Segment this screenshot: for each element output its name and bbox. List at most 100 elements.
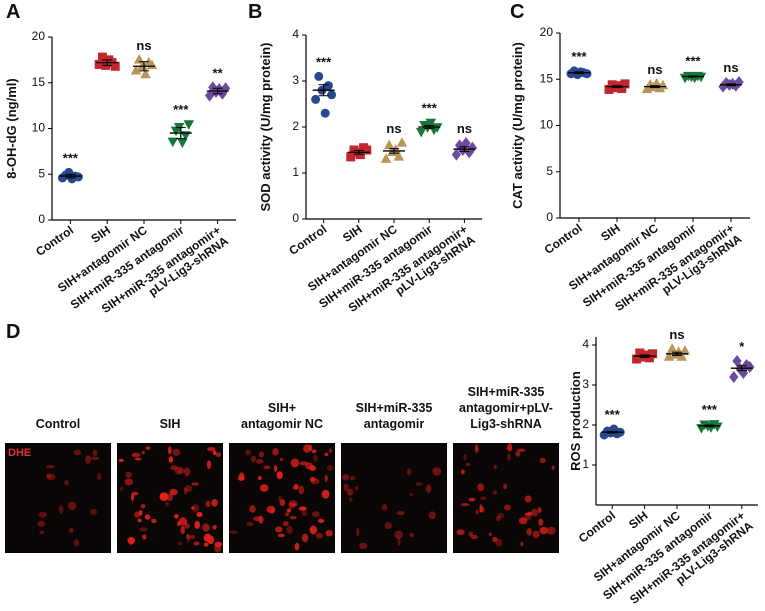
cell (46, 473, 56, 481)
data-point (140, 68, 151, 79)
data-point (425, 118, 437, 129)
cell (495, 538, 503, 547)
x-tick-label: SIH (598, 221, 622, 244)
cell (311, 511, 320, 518)
cell (215, 452, 222, 458)
cell (39, 530, 45, 535)
significance: ns (457, 121, 472, 136)
cell (205, 500, 211, 508)
x-tick-label: Control (576, 508, 618, 545)
data-point (620, 79, 630, 89)
y-tick-label: 3 (292, 73, 299, 87)
cell (312, 449, 317, 454)
y-tick-label: 3 (582, 377, 589, 391)
cell (169, 488, 178, 496)
cell (313, 454, 318, 462)
y-tick-label: 20 (32, 29, 46, 43)
cell (292, 486, 299, 490)
cell (144, 514, 151, 520)
y-axis-label: ROS production (568, 371, 583, 471)
cell (259, 484, 269, 492)
cell (356, 527, 360, 537)
cell (151, 518, 157, 524)
cell (191, 482, 199, 486)
significance: *** (605, 407, 621, 422)
cell (186, 534, 190, 539)
cell (134, 511, 141, 518)
significance: *** (685, 54, 701, 69)
cell (250, 455, 256, 463)
panel-label: A (6, 1, 20, 23)
cell (503, 504, 511, 511)
cell (184, 485, 193, 492)
cell (394, 530, 403, 540)
cell (493, 464, 497, 470)
cell (183, 486, 188, 495)
cell (290, 458, 300, 468)
cell (350, 475, 356, 481)
cell (328, 448, 333, 454)
image-label: antagomir+pLV- (459, 401, 553, 415)
cell (460, 469, 465, 475)
cell (272, 447, 279, 456)
cell (38, 511, 47, 518)
cell (90, 508, 97, 515)
data-point (380, 153, 392, 163)
data-point (676, 351, 688, 361)
y-tick-label: 1 (292, 165, 299, 179)
cell (64, 480, 70, 486)
cell (291, 503, 298, 507)
cell (477, 483, 484, 492)
image-label: SIH+miR-335 (468, 385, 545, 399)
cell (196, 511, 203, 518)
panel-label: D (6, 321, 20, 343)
significance: ns (647, 62, 662, 77)
image-label: antagomir (364, 417, 425, 431)
cell (91, 456, 99, 461)
cell (384, 522, 393, 530)
data-point (712, 422, 723, 433)
cell (532, 530, 540, 539)
y-axis-label: SOD activity (U/mg protein) (258, 42, 273, 211)
cell (301, 509, 307, 517)
data-point (393, 151, 405, 161)
cell (132, 453, 137, 457)
y-tick-label: 5 (38, 166, 45, 180)
significance: *** (316, 54, 332, 69)
cell (212, 450, 217, 456)
cell (288, 502, 296, 509)
cell (172, 448, 181, 456)
data-point (451, 148, 462, 161)
y-tick-label: 4 (292, 27, 299, 41)
micrograph (453, 442, 559, 553)
image-label: SIH+miR-335 (356, 401, 433, 415)
cell (507, 453, 511, 462)
cell (142, 534, 147, 540)
data-point (729, 370, 739, 384)
cell (177, 521, 181, 527)
significance: *** (702, 402, 718, 417)
cell (299, 461, 308, 466)
cell (174, 466, 183, 475)
image-label: SIH (160, 417, 181, 431)
cell (409, 532, 414, 538)
cell (245, 449, 252, 456)
data-point (110, 61, 120, 71)
x-tick-label: SIH (88, 223, 112, 246)
significance: *** (173, 102, 189, 117)
cell (189, 534, 196, 540)
cell (309, 477, 316, 482)
cell (515, 450, 521, 457)
image-label: Control (36, 417, 80, 431)
y-tick-label: 2 (582, 417, 589, 431)
cell (409, 492, 413, 497)
significance: *** (571, 49, 587, 64)
cell (128, 536, 135, 545)
cell (58, 505, 64, 514)
data-point (431, 123, 443, 133)
x-tick-label: SIH (340, 222, 364, 245)
cell (551, 465, 555, 470)
cell (178, 517, 188, 526)
cell (488, 532, 492, 536)
cell (286, 525, 293, 534)
